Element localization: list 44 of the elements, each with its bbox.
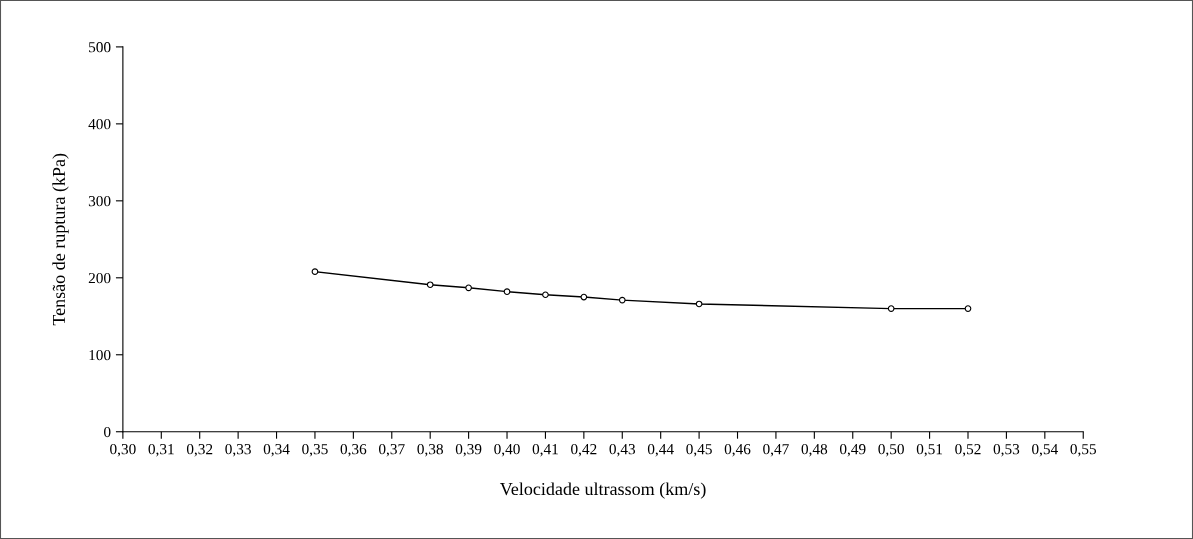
- x-tick-label: 0,36: [340, 443, 367, 457]
- x-tick-label: 0,30: [110, 443, 136, 457]
- point: [695, 300, 703, 308]
- point: [618, 296, 626, 304]
- x-tick-label: 0,33: [225, 443, 251, 457]
- y-tick-label: 300: [88, 195, 111, 207]
- y-tick-label: 200: [88, 272, 111, 284]
- x-tick-label: 0,49: [839, 443, 866, 457]
- x-tick-label: 0,45: [686, 443, 712, 457]
- x-tick-label: 0,55: [1070, 443, 1097, 457]
- y-tick-label: 500: [89, 42, 111, 53]
- x-tick-label: 0,46: [724, 443, 751, 457]
- x-tick-label: 0,52: [955, 443, 981, 457]
- x-tick-label: 0,32: [186, 443, 213, 457]
- x-tick-label: 0,48: [801, 443, 828, 457]
- y-tick-label: 100: [89, 349, 111, 361]
- point: [426, 281, 434, 289]
- x-tick-label: 0,50: [878, 443, 904, 457]
- x-tick-label: 0,44: [647, 443, 674, 457]
- point: [580, 293, 588, 301]
- x-tick-label: 0,51: [916, 443, 943, 457]
- x-axis-title: Velocidade ultrassom (km/s): [499, 482, 706, 499]
- point: [887, 305, 895, 312]
- x-tick-label: 0,34: [263, 443, 290, 457]
- x-tick-label: 0,53: [993, 443, 1020, 457]
- x-tick-label: 0,37: [379, 443, 405, 457]
- x-tick-label: 0,38: [417, 443, 443, 457]
- point: [503, 288, 511, 295]
- point: [542, 291, 549, 299]
- x-tick-label: 0,40: [494, 443, 520, 457]
- x-tick-label: 0,41: [532, 443, 558, 457]
- y-tick-label: 0: [104, 426, 111, 438]
- x-tick-label: 0,47: [763, 443, 789, 457]
- y-tick-label: 400: [88, 119, 111, 130]
- x-tick-label: 0,39: [455, 443, 482, 457]
- x-tick-label: 0,31: [148, 443, 174, 457]
- y-axis-title: Tensão de ruptura (kPa): [52, 153, 69, 326]
- point: [311, 268, 319, 275]
- x-tick-label: 0,42: [571, 443, 597, 457]
- point: [465, 284, 472, 292]
- point: [964, 305, 972, 312]
- x-tick-label: 0,35: [302, 443, 328, 457]
- x-tick-label: 0,43: [609, 443, 636, 457]
- x-tick-label: 0,54: [1032, 443, 1058, 457]
